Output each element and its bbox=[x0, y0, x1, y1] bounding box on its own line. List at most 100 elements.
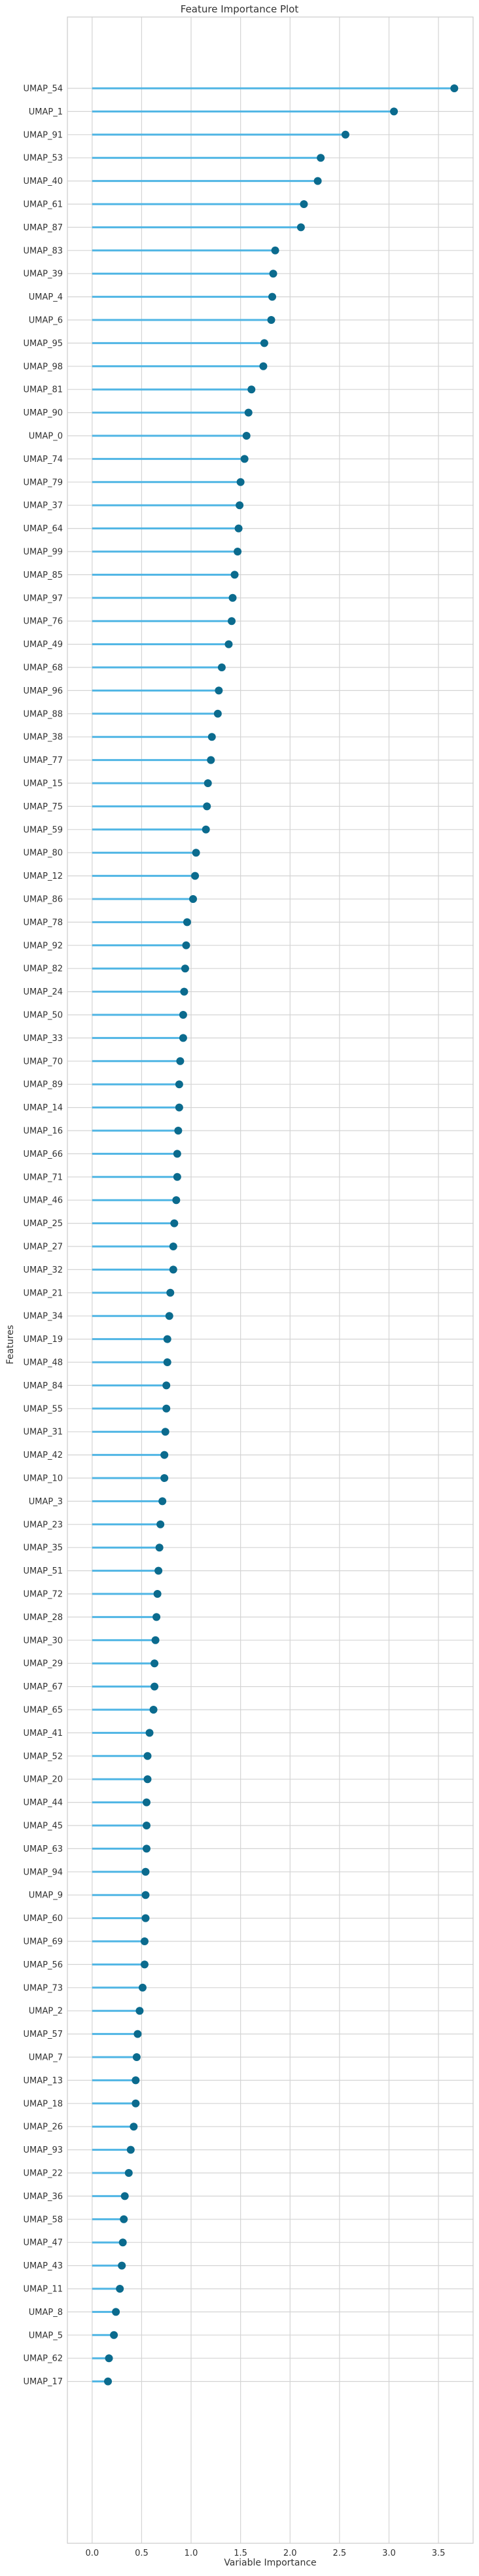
lollipop-dot bbox=[217, 663, 226, 671]
y-tick-label: UMAP_58 bbox=[23, 2215, 63, 2225]
lollipop-dot bbox=[154, 1566, 163, 1575]
y-tick-label: UMAP_53 bbox=[23, 154, 63, 164]
x-tick-label: 2.5 bbox=[333, 2549, 347, 2558]
x-tick-label: 3.5 bbox=[432, 2549, 446, 2558]
lollipop-dot bbox=[166, 1288, 175, 1297]
y-tick-label: UMAP_19 bbox=[23, 1335, 63, 1345]
lollipop-dot bbox=[163, 1358, 171, 1366]
lollipop-dot bbox=[175, 1103, 183, 1112]
lollipop-dot bbox=[138, 1983, 147, 1992]
y-tick-label: UMAP_60 bbox=[23, 1914, 63, 1924]
y-tick-label: UMAP_79 bbox=[23, 478, 63, 487]
y-tick-label: UMAP_82 bbox=[23, 964, 63, 974]
y-tick-label: UMAP_1 bbox=[29, 107, 63, 117]
y-tick-label: UMAP_4 bbox=[29, 292, 63, 302]
lollipop-dot bbox=[104, 2377, 112, 2386]
lollipop-dot bbox=[213, 709, 222, 718]
lollipop-dot bbox=[180, 987, 188, 996]
y-tick-label: UMAP_44 bbox=[23, 1798, 63, 1808]
lollipop-dot bbox=[269, 270, 277, 278]
x-tick-label: 1.5 bbox=[234, 2549, 247, 2558]
lollipop-dot bbox=[172, 1196, 181, 1205]
y-tick-label: UMAP_3 bbox=[29, 1497, 63, 1507]
y-tick-label: UMAP_84 bbox=[23, 1381, 63, 1391]
y-tick-label: UMAP_66 bbox=[23, 1150, 63, 1159]
y-tick-label: UMAP_6 bbox=[29, 316, 63, 326]
lollipop-dot bbox=[151, 1659, 159, 1668]
lollipop-dot bbox=[267, 316, 275, 324]
x-tick-label: 1.0 bbox=[185, 2549, 198, 2558]
y-tick-label: UMAP_98 bbox=[23, 362, 63, 372]
lollipop-dot bbox=[162, 1381, 171, 1390]
lollipop-dot bbox=[158, 1497, 167, 1506]
y-tick-label: UMAP_63 bbox=[23, 1844, 63, 1854]
y-tick-label: UMAP_16 bbox=[23, 1127, 63, 1137]
y-tick-label: UMAP_41 bbox=[23, 1729, 63, 1738]
lollipop-dot bbox=[204, 779, 212, 787]
lollipop-dot bbox=[153, 1590, 162, 1598]
y-tick-label: UMAP_99 bbox=[23, 548, 63, 557]
lollipop-dot bbox=[215, 686, 223, 695]
lollipop-dot bbox=[169, 1243, 177, 1250]
x-axis-label: Variable Importance bbox=[224, 2558, 316, 2568]
lollipop-dot bbox=[130, 2123, 138, 2131]
lollipop-dot bbox=[141, 1914, 150, 1922]
lollipop-dot bbox=[179, 1011, 187, 1019]
y-tick-label: UMAP_34 bbox=[23, 1312, 63, 1322]
y-tick-label: UMAP_56 bbox=[23, 1960, 63, 1970]
y-tick-label: UMAP_5 bbox=[29, 2331, 63, 2340]
y-tick-label: UMAP_86 bbox=[23, 895, 63, 905]
lollipop-dot bbox=[230, 571, 239, 579]
y-tick-label: UMAP_72 bbox=[23, 1590, 63, 1600]
lollipop-dot bbox=[140, 1937, 149, 1945]
lollipop-dot bbox=[183, 918, 191, 926]
y-tick-label: UMAP_69 bbox=[23, 1937, 63, 1947]
y-tick-label: UMAP_67 bbox=[23, 1682, 63, 1692]
lollipop-dot bbox=[151, 1636, 160, 1644]
lollipop-dot bbox=[234, 524, 243, 533]
lollipop-dot bbox=[132, 2076, 140, 2085]
lollipop-dot bbox=[207, 756, 215, 764]
y-tick-label: UMAP_62 bbox=[23, 2354, 63, 2364]
lollipop-dot bbox=[192, 849, 200, 857]
lollipop-dot bbox=[118, 2238, 127, 2247]
lollipop-dot bbox=[132, 2053, 141, 2061]
y-tick-label: UMAP_37 bbox=[23, 501, 63, 511]
x-tick-label: 2.0 bbox=[283, 2549, 297, 2558]
lollipop-dot bbox=[152, 1613, 161, 1621]
lollipop-dot bbox=[118, 2261, 126, 2270]
y-tick-label: UMAP_28 bbox=[23, 1613, 63, 1623]
y-tick-label: UMAP_21 bbox=[23, 1288, 63, 1298]
y-tick-label: UMAP_11 bbox=[23, 2285, 63, 2295]
x-tick-labels: 0.0 0.5 1.0 1.5 2.0 2.5 3.0 3.5 bbox=[85, 2549, 445, 2558]
y-tick-label: UMAP_29 bbox=[23, 1659, 63, 1669]
y-tick-label: UMAP_26 bbox=[23, 2123, 63, 2132]
lollipop-dot bbox=[142, 1798, 151, 1807]
lollipop-dot bbox=[203, 802, 211, 811]
x-tick-label: 3.0 bbox=[382, 2549, 396, 2558]
y-tick-label: UMAP_50 bbox=[23, 1011, 63, 1021]
lollipop-dot bbox=[191, 872, 200, 880]
lollipop-dot bbox=[271, 246, 279, 255]
lollipop-dot bbox=[228, 593, 237, 602]
y-tick-label: UMAP_32 bbox=[23, 1265, 63, 1275]
y-tick-label: UMAP_12 bbox=[23, 872, 63, 881]
y-tick-label: UMAP_73 bbox=[23, 1983, 63, 1993]
y-tick-label: UMAP_71 bbox=[23, 1173, 63, 1182]
y-tick-label: UMAP_22 bbox=[23, 2169, 63, 2179]
lollipop-dot bbox=[173, 1150, 181, 1158]
y-tick-label: UMAP_93 bbox=[23, 2145, 63, 2155]
y-tick-label: UMAP_97 bbox=[23, 593, 63, 603]
y-tick-label: UMAP_70 bbox=[23, 1057, 63, 1067]
lollipop-dot bbox=[450, 84, 459, 92]
lollipop-dot bbox=[143, 1775, 152, 1784]
y-axis-label: Features bbox=[5, 1325, 16, 1364]
y-tick-label: UMAP_91 bbox=[23, 130, 63, 140]
y-tick-label: UMAP_76 bbox=[23, 617, 63, 627]
lollipop-dot bbox=[163, 1335, 171, 1343]
lollipop-dot bbox=[244, 408, 253, 417]
lollipop-dot bbox=[224, 640, 233, 648]
y-tick-label: UMAP_57 bbox=[23, 2030, 63, 2039]
lollipop-dot bbox=[126, 2145, 135, 2154]
